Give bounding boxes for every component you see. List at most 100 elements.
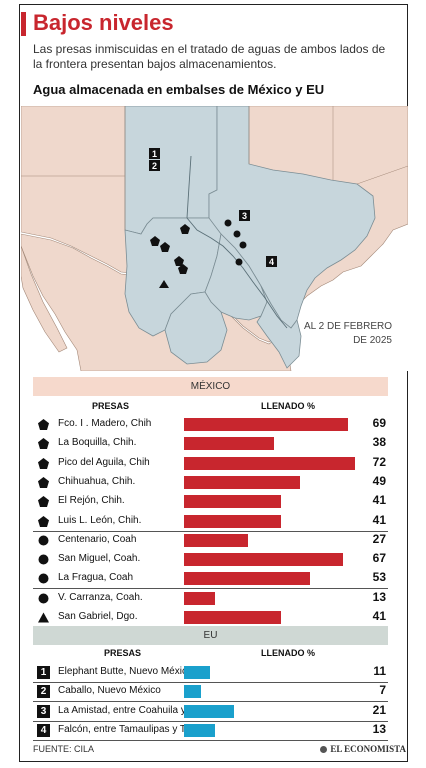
section-header-mexico: MÉXICO [33, 377, 388, 396]
bar [184, 723, 215, 737]
pentagon-icon [37, 476, 50, 489]
bar-value-label: 13 [372, 589, 386, 604]
table-row: V. Carranza, Coah. 13 [33, 589, 388, 608]
table-row: El Rejón, Chih. 41 [33, 492, 388, 511]
bar [184, 591, 215, 605]
section-header-eu: EU [33, 626, 388, 645]
bar-value-label: 53 [372, 570, 386, 585]
page-title: Bajos niveles [33, 10, 174, 35]
bar [184, 475, 301, 489]
bar [184, 495, 282, 509]
pentagon-icon [37, 457, 50, 470]
reservoir-name: Centenario, Coah [58, 533, 137, 545]
reservoir-name: Falcón, entre Tamaulipas y Texas [58, 723, 207, 735]
map-label-4: 4 [269, 257, 274, 267]
bar [184, 514, 282, 528]
bar [184, 533, 249, 547]
map-marker-circle [224, 219, 232, 227]
reservoir-name: Fco. I . Madero, Chih [58, 418, 152, 429]
map-title: Agua almacenada en embalses de México y … [33, 82, 325, 97]
map-marker-pentagon [150, 236, 160, 246]
date-line-1: AL 2 DE FEBRERO [304, 321, 392, 332]
bar-value-label: 72 [372, 454, 386, 469]
bar-value-label: 11 [373, 664, 386, 678]
map-label-3: 3 [242, 211, 247, 221]
table-row: Pico del Aguila, Chih 72 [33, 454, 388, 473]
bar-value-label: 49 [372, 473, 386, 488]
reservoir-map: 1 2 3 4 [21, 106, 408, 371]
pentagon-icon [37, 515, 50, 528]
bar-value-label: 38 [372, 435, 386, 450]
circle-icon [37, 553, 50, 566]
reservoir-name: Luis L. León, Chih. [58, 514, 142, 526]
reservoir-name: La Fragua, Coah [58, 572, 134, 584]
bar [184, 572, 310, 586]
bar-value-label: 67 [372, 551, 386, 566]
reservoir-name: Elephant Butte, Nuevo México [58, 666, 193, 677]
map-label-1: 1 [152, 149, 157, 159]
group-separator [33, 739, 388, 741]
bar [184, 611, 282, 624]
reservoir-name: V. Carranza, Coah. [58, 591, 143, 603]
triangle-icon [37, 611, 50, 624]
map-highlight-tamaulipas [256, 285, 302, 369]
bar [184, 456, 355, 470]
reservoir-name: Pico del Aguila, Chih [58, 456, 150, 468]
date-note: AL 2 DE FEBRERO DE 2025 [272, 320, 392, 348]
column-header-llenado-eu: LLENADO % [261, 648, 315, 658]
map-marker-circle [235, 258, 243, 266]
table-row: 3 La Amistad, entre Coahuila y Texas 21 [33, 702, 388, 721]
bar-value-label: 41 [372, 512, 386, 527]
group-separator [33, 720, 388, 722]
group-separator [33, 588, 388, 590]
table-row: San Gabriel, Dgo. 41 [33, 608, 388, 627]
bar-value-label: 27 [372, 531, 386, 546]
table-row: San Miguel, Coah. 67 [33, 550, 388, 569]
map-marker-pentagon [174, 256, 184, 266]
date-line-2: DE 2025 [353, 335, 392, 346]
column-header-presas-mexico: PRESAS [92, 401, 130, 411]
map-marker-pentagon [160, 242, 170, 252]
group-separator [33, 682, 388, 683]
column-header-llenado-mexico: LLENADO % [261, 401, 315, 411]
reservoir-name: San Gabriel, Dgo. [58, 611, 138, 622]
circle-icon [37, 592, 50, 605]
bar-value-label: 13 [372, 721, 386, 736]
map-marker-pentagon [178, 264, 188, 274]
group-separator [33, 530, 388, 532]
map-marker-circle [239, 241, 247, 249]
bar [184, 437, 275, 451]
table-row: La Fragua, Coah 53 [33, 569, 388, 588]
reservoir-name: El Rejón, Chih. [58, 495, 125, 507]
pentagon-icon [37, 437, 50, 450]
map-highlight-durango [164, 291, 228, 365]
bar [184, 704, 234, 718]
map-markers-eu: 1 2 3 4 [149, 148, 277, 267]
map-marker-pentagon [180, 224, 190, 234]
number-2-icon: 2 [37, 685, 50, 699]
reservoir-name: La Amistad, entre Coahuila y Texas [58, 704, 215, 716]
bar-value-label: 41 [372, 493, 386, 508]
map-marker-triangle [159, 280, 169, 288]
bar-value-label: 69 [372, 416, 386, 430]
title-accent-bar [21, 12, 26, 36]
table-row: Fco. I . Madero, Chih 69 [33, 415, 388, 434]
brand-name: EL ECONOMISTA [330, 744, 406, 754]
reservoir-name: San Miguel, Coah. [58, 553, 141, 565]
pentagon-icon [37, 495, 50, 508]
pentagon-icon [37, 418, 50, 431]
bar [184, 666, 211, 679]
map-rio-grande [186, 155, 288, 329]
reservoir-name: Chihuahua, Chih. [58, 475, 136, 487]
reservoir-name: La Boquilla, Chih. [58, 437, 137, 449]
table-row: 1 Elephant Butte, Nuevo México 11 [33, 663, 388, 682]
brand-logo: EL ECONOMISTA [320, 744, 406, 754]
circle-icon [37, 572, 50, 585]
map-land-baja [21, 245, 68, 353]
table-row: 2 Caballo, Nuevo México 7 [33, 682, 388, 701]
bar [184, 418, 348, 431]
map-markers-mexico [150, 219, 247, 288]
table-row: 4 Falcón, entre Tamaulipas y Texas 13 [33, 721, 388, 740]
table-row: Centenario, Coah 27 [33, 531, 388, 550]
map-highlight-coahuila [204, 233, 268, 321]
